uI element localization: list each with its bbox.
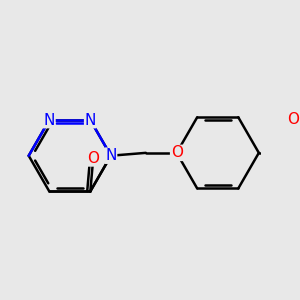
Text: N: N — [85, 112, 96, 128]
Text: N: N — [105, 148, 117, 163]
Text: O: O — [287, 112, 299, 128]
Text: O: O — [87, 151, 99, 166]
Text: O: O — [171, 146, 183, 160]
Text: N: N — [44, 112, 55, 128]
